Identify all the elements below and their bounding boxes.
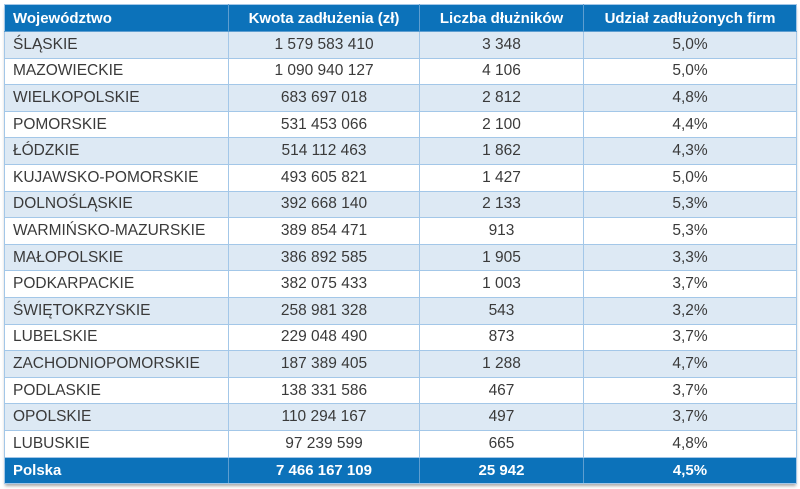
cell-indebted-share: 4,8% [583, 429, 797, 458]
cell-debt-amount: 1 579 583 410 [228, 31, 420, 59]
cell-debt-amount: 531 453 066 [228, 110, 420, 139]
cell-debtor-count: 3 348 [419, 31, 584, 59]
cell-debtor-count: 2 133 [419, 190, 584, 219]
table-row: DOLNOŚLĄSKIE 392 668 140 2 133 5,3% [4, 190, 797, 219]
cell-debt-amount: 1 090 940 127 [228, 57, 420, 86]
cell-indebted-share: 5,0% [583, 57, 797, 86]
cell-debtor-count: 1 003 [419, 270, 584, 298]
cell-debt-amount: 514 112 463 [228, 137, 420, 165]
cell-indebted-share: 4,4% [583, 110, 797, 139]
cell-voivodeship: LUBELSKIE [4, 323, 229, 352]
table-row: MAZOWIECKIE 1 090 940 127 4 106 5,0% [4, 57, 797, 86]
cell-total-label: Polska [4, 456, 229, 485]
cell-indebted-share: 3,7% [583, 323, 797, 352]
totals-row: Polska 7 466 167 109 25 942 4,5% [4, 456, 797, 485]
cell-total-debtor-count: 25 942 [419, 456, 584, 485]
cell-indebted-share: 4,7% [583, 350, 797, 378]
cell-total-debt-amount: 7 466 167 109 [228, 456, 420, 485]
cell-voivodeship: PODLASKIE [4, 376, 229, 405]
cell-debt-amount: 683 697 018 [228, 84, 420, 112]
table-row: LUBUSKIE 97 239 599 665 4,8% [4, 429, 797, 458]
cell-debtor-count: 665 [419, 429, 584, 458]
cell-voivodeship: PODKARPACKIE [4, 270, 229, 298]
cell-debt-amount: 389 854 471 [228, 217, 420, 245]
cell-debtor-count: 913 [419, 217, 584, 245]
cell-voivodeship: WIELKOPOLSKIE [4, 84, 229, 112]
cell-debt-amount: 392 668 140 [228, 190, 420, 219]
cell-debt-amount: 258 981 328 [228, 296, 420, 325]
table-row: KUJAWSKO-POMORSKIE 493 605 821 1 427 5,0% [4, 163, 797, 192]
cell-voivodeship: MAZOWIECKIE [4, 57, 229, 86]
cell-debtor-count: 1 862 [419, 137, 584, 165]
cell-debtor-count: 873 [419, 323, 584, 352]
cell-voivodeship: ZACHODNIOPOMORSKIE [4, 350, 229, 378]
cell-debtor-count: 4 106 [419, 57, 584, 86]
cell-debtor-count: 2 812 [419, 84, 584, 112]
table-row: WARMIŃSKO-MAZURSKIE 389 854 471 913 5,3% [4, 217, 797, 245]
cell-indebted-share: 5,0% [583, 163, 797, 192]
cell-voivodeship: POMORSKIE [4, 110, 229, 139]
cell-debtor-count: 497 [419, 403, 584, 431]
cell-debt-amount: 493 605 821 [228, 163, 420, 192]
cell-total-indebted-share: 4,5% [583, 456, 797, 485]
table-row: WIELKOPOLSKIE 683 697 018 2 812 4,8% [4, 84, 797, 112]
header-row: Województwo Kwota zadłużenia (zł) Liczba… [4, 4, 797, 32]
cell-voivodeship: MAŁOPOLSKIE [4, 243, 229, 272]
cell-debt-amount: 97 239 599 [228, 429, 420, 458]
cell-indebted-share: 4,3% [583, 137, 797, 165]
cell-indebted-share: 5,3% [583, 190, 797, 219]
cell-debt-amount: 187 389 405 [228, 350, 420, 378]
cell-indebted-share: 3,7% [583, 270, 797, 298]
table-body: ŚLĄSKIE 1 579 583 410 3 348 5,0% MAZOWIECKIE… [4, 31, 797, 458]
cell-debtor-count: 1 427 [419, 163, 584, 192]
cell-voivodeship: ŚLĄSKIE [4, 31, 229, 59]
cell-voivodeship: DOLNOŚLĄSKIE [4, 190, 229, 219]
cell-debtor-count: 1 288 [419, 350, 584, 378]
cell-indebted-share: 3,3% [583, 243, 797, 272]
cell-voivodeship: OPOLSKIE [4, 403, 229, 431]
cell-debtor-count: 2 100 [419, 110, 584, 139]
cell-debt-amount: 138 331 586 [228, 376, 420, 405]
column-header-debt-amount: Kwota zadłużenia (zł) [228, 4, 420, 32]
cell-indebted-share: 3,2% [583, 296, 797, 325]
cell-voivodeship: ŚWIĘTOKRZYSKIE [4, 296, 229, 325]
table-row: LUBELSKIE 229 048 490 873 3,7% [4, 323, 797, 352]
table-row: ŁÓDZKIE 514 112 463 1 862 4,3% [4, 137, 797, 165]
column-header-voivodeship: Województwo [4, 4, 229, 32]
column-header-debtor-count: Liczba dłużników [419, 4, 584, 32]
cell-indebted-share: 3,7% [583, 403, 797, 431]
table-row: OPOLSKIE 110 294 167 497 3,7% [4, 403, 797, 431]
cell-indebted-share: 5,0% [583, 31, 797, 59]
cell-voivodeship: WARMIŃSKO-MAZURSKIE [4, 217, 229, 245]
cell-indebted-share: 3,7% [583, 376, 797, 405]
cell-indebted-share: 5,3% [583, 217, 797, 245]
table-footer: Polska 7 466 167 109 25 942 4,5% [4, 456, 797, 485]
table-row: PODKARPACKIE 382 075 433 1 003 3,7% [4, 270, 797, 298]
voivodeship-debt-table: Województwo Kwota zadłużenia (zł) Liczba… [4, 4, 797, 485]
cell-voivodeship: ŁÓDZKIE [4, 137, 229, 165]
table-row: ŚLĄSKIE 1 579 583 410 3 348 5,0% [4, 31, 797, 59]
column-header-indebted-share: Udział zadłużonych firm [583, 4, 797, 32]
cell-debtor-count: 1 905 [419, 243, 584, 272]
cell-voivodeship: LUBUSKIE [4, 429, 229, 458]
cell-indebted-share: 4,8% [583, 84, 797, 112]
table-row: ŚWIĘTOKRZYSKIE 258 981 328 543 3,2% [4, 296, 797, 325]
cell-debt-amount: 110 294 167 [228, 403, 420, 431]
table-row: POMORSKIE 531 453 066 2 100 4,4% [4, 110, 797, 139]
table-row: MAŁOPOLSKIE 386 892 585 1 905 3,3% [4, 243, 797, 272]
cell-debt-amount: 229 048 490 [228, 323, 420, 352]
cell-debtor-count: 543 [419, 296, 584, 325]
cell-debtor-count: 467 [419, 376, 584, 405]
table-row: ZACHODNIOPOMORSKIE 187 389 405 1 288 4,7% [4, 350, 797, 378]
cell-voivodeship: KUJAWSKO-POMORSKIE [4, 163, 229, 192]
cell-debt-amount: 386 892 585 [228, 243, 420, 272]
table-row: PODLASKIE 138 331 586 467 3,7% [4, 376, 797, 405]
cell-debt-amount: 382 075 433 [228, 270, 420, 298]
table-header: Województwo Kwota zadłużenia (zł) Liczba… [4, 4, 797, 32]
